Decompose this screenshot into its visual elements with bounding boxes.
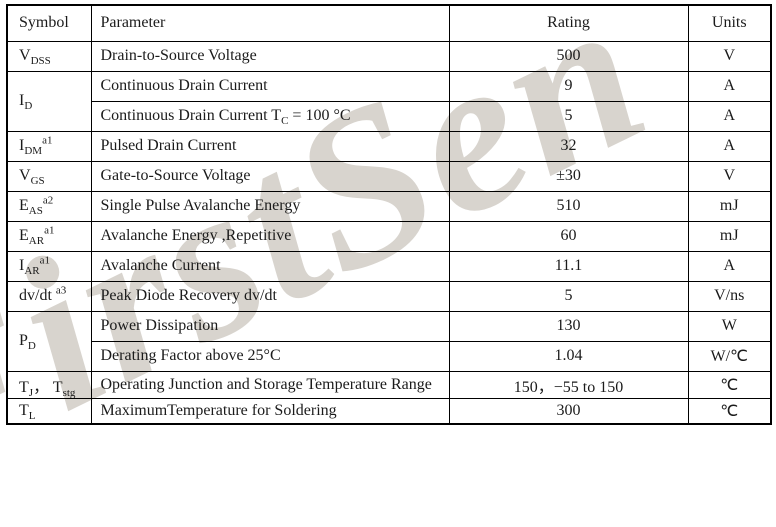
table-row: ID Continuous Drain Current 9 A — [6, 70, 772, 132]
table-row: Derating Factor above 25°C 1.04 W/℃ — [7, 340, 772, 372]
table-row: dv/dt a3 Peak Diode Recovery dv/dt 5 V/ns — [6, 280, 772, 312]
symbol-cell: IDMa1 — [6, 130, 92, 162]
table-row: PD Power Dissipation 130 W — [6, 310, 772, 372]
rating-cell: 150，−55 to 150 — [448, 370, 689, 399]
rating-cell: 130 — [448, 310, 689, 342]
column-header-symbol: Symbol — [6, 4, 92, 42]
units-cell: V — [687, 160, 772, 192]
ratings-table: Symbol Parameter Rating Units VDSS Drain-… — [6, 4, 772, 425]
table-row: VDSS Drain-to-Source Voltage 500 V — [6, 40, 772, 72]
column-header-units: Units — [687, 4, 772, 42]
table-row: IDMa1 Pulsed Drain Current 32 A — [6, 130, 772, 162]
parameter-cell: Avalanche Current — [90, 250, 450, 282]
rating-cell: 9 — [448, 70, 689, 102]
rating-cell: ±30 — [448, 160, 689, 192]
rating-cell: 5 — [448, 280, 689, 312]
table-row: IARa1 Avalanche Current 11.1 A — [6, 250, 772, 282]
parameter-cell: Pulsed Drain Current — [90, 130, 450, 162]
rating-cell: 300 — [448, 397, 689, 425]
units-cell: V — [687, 40, 772, 72]
parameter-cell: MaximumTemperature for Soldering — [90, 397, 450, 425]
symbol-cell: dv/dt a3 — [6, 280, 92, 312]
rating-cell: 11.1 — [448, 250, 689, 282]
rating-cell: 500 — [448, 40, 689, 72]
symbol-cell: TL — [6, 397, 92, 425]
column-header-parameter: Parameter — [90, 4, 450, 42]
parameter-cell: Power Dissipation — [90, 310, 450, 342]
parameter-cell: Single Pulse Avalanche Energy — [90, 190, 450, 222]
units-cell: A — [687, 130, 772, 162]
rating-cell: 32 — [448, 130, 689, 162]
units-cell: A — [687, 100, 772, 132]
symbol-cell: EARa1 — [6, 220, 92, 252]
symbol-cell: EASa2 — [6, 190, 92, 222]
column-header-rating: Rating — [448, 4, 689, 42]
units-cell: ℃ — [687, 370, 772, 399]
units-cell: A — [687, 250, 772, 282]
parameter-cell: Continuous Drain Current TC = 100 °C — [90, 100, 450, 132]
symbol-cell: TJ， Tstg — [6, 370, 92, 399]
units-cell: A — [687, 70, 772, 102]
units-cell: mJ — [687, 220, 772, 252]
units-cell: V/ns — [687, 280, 772, 312]
table-row: EASa2 Single Pulse Avalanche Energy 510 mJ — [6, 190, 772, 222]
units-cell: mJ — [687, 190, 772, 222]
parameter-cell: Operating Junction and Storage Temperatu… — [90, 370, 450, 399]
symbol-cell: VDSS — [6, 40, 92, 72]
units-cell: W/℃ — [687, 340, 772, 372]
parameter-cell: Avalanche Energy ,Repetitive — [90, 220, 450, 252]
symbol-cell: IARa1 — [6, 250, 92, 282]
table-row: TJ， Tstg Operating Junction and Storage T… — [6, 370, 772, 399]
parameter-cell: Drain-to-Source Voltage — [90, 40, 450, 72]
rating-cell: 5 — [448, 100, 689, 132]
table-row: Continuous Drain Current TC = 100 °C 5 A — [7, 100, 772, 132]
parameter-cell: Gate-to-Source Voltage — [90, 160, 450, 192]
parameter-cell: Continuous Drain Current — [90, 70, 450, 102]
parameter-cell: Peak Diode Recovery dv/dt — [90, 280, 450, 312]
table-row: VGS Gate-to-Source Voltage ±30 V — [6, 160, 772, 192]
units-cell: W — [687, 310, 772, 342]
rating-cell: 60 — [448, 220, 689, 252]
symbol-cell: ID — [6, 70, 92, 132]
header-row: Symbol Parameter Rating Units — [6, 4, 772, 42]
symbol-cell: PD — [6, 310, 92, 372]
rating-cell: 510 — [448, 190, 689, 222]
table-body: VDSS Drain-to-Source Voltage 500 V ID Continu… — [6, 40, 772, 425]
units-cell: ℃ — [687, 397, 772, 425]
symbol-cell: VGS — [6, 160, 92, 192]
parameter-cell: Derating Factor above 25°C — [90, 340, 450, 372]
table-row: EARa1 Avalanche Energy ,Repetitive 60 mJ — [6, 220, 772, 252]
rating-cell: 1.04 — [448, 340, 689, 372]
table-row: TL MaximumTemperature for Soldering 300 ℃ — [6, 397, 772, 425]
